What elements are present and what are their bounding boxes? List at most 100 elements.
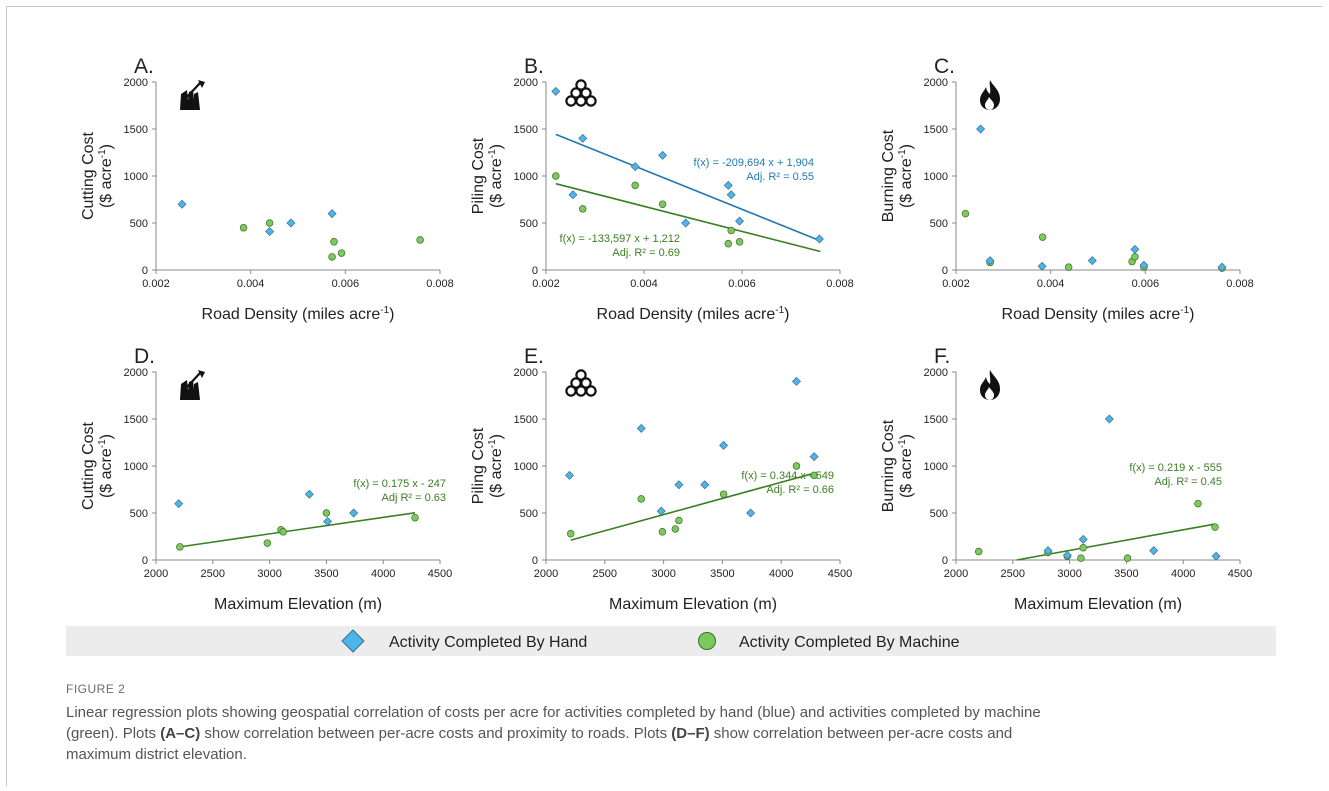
- x-axis-title: Road Density (miles acre-1): [597, 305, 790, 323]
- data-point-machine: [1194, 499, 1202, 508]
- axe-icon: [180, 80, 205, 110]
- panel-letter: D.: [134, 345, 155, 368]
- fit-equation-label: f(x) = 0.219 x - 555: [1129, 462, 1222, 474]
- data-point-machine: [1038, 233, 1047, 241]
- log-pile-icon-part: [565, 385, 577, 397]
- panel-letter: F.: [934, 345, 950, 368]
- axe-icon-part: [180, 90, 189, 110]
- x-tick-label: 2000: [534, 568, 558, 580]
- data-point-machine: [322, 509, 331, 517]
- data-point-hand: [1043, 546, 1053, 556]
- x-axis-title: Road Density (miles acre-1): [1002, 305, 1195, 323]
- legend-machine-item: Activity Completed By Machine: [698, 632, 960, 651]
- log-pile-icon-part: [585, 385, 597, 397]
- data-point-hand: [177, 199, 187, 209]
- log-pile-icon-part: [580, 377, 592, 389]
- axe-icon-part: [198, 80, 205, 88]
- y-axis-title: Piling Cost: [470, 137, 487, 214]
- data-point-hand: [174, 499, 184, 509]
- x-tick-label: 0.002: [142, 278, 170, 290]
- data-point-hand: [985, 256, 995, 266]
- data-point-hand: [630, 162, 640, 172]
- data-point-machine: [578, 205, 587, 213]
- y-axis-title: Piling Cost: [470, 427, 487, 504]
- data-point-hand: [1217, 262, 1227, 272]
- legend-machine-label: Activity Completed By Machine: [739, 634, 960, 651]
- data-point-hand: [809, 452, 819, 462]
- data-point-hand: [578, 133, 588, 143]
- log-pile-icon-part: [575, 79, 587, 91]
- y-tick-label: 1500: [514, 414, 538, 426]
- panel-letter: C.: [934, 55, 955, 78]
- x-tick-label: 2000: [944, 568, 968, 580]
- y-axis-title-units: ($ acre-1): [897, 434, 915, 498]
- data-point-hand: [1211, 551, 1221, 561]
- data-point-machine: [658, 200, 667, 208]
- y-tick-label: 0: [532, 265, 538, 277]
- data-point-hand: [700, 480, 710, 490]
- data-point-machine: [337, 249, 346, 257]
- axe-icon-part: [198, 370, 205, 378]
- data-point-machine: [727, 226, 735, 235]
- figure-caption: Linear regression plots showing geospati…: [66, 702, 1266, 765]
- chart-panel-b: B. 0 500 1000 1500 2000 0.002 0.004 0.006 0.008 Ro…: [470, 55, 854, 323]
- data-point-hand: [327, 209, 337, 219]
- data-point-machine: [675, 516, 683, 525]
- x-tick-label: 4500: [1228, 568, 1252, 580]
- x-tick-label: 0.008: [826, 278, 854, 290]
- fit-equation-label: f(x) = -133,597 x + 1,212: [560, 233, 680, 245]
- x-axis-title: Maximum Elevation (m): [214, 596, 382, 613]
- data-point-machine: [631, 181, 639, 190]
- data-point-machine: [1123, 554, 1132, 562]
- y-axis-title-units: ($ acre-1): [487, 434, 505, 498]
- x-tick-label: 0.004: [630, 278, 658, 290]
- fit-equation-label: f(x) = 0.175 x - 247: [353, 478, 446, 490]
- fire-icon-part: [980, 370, 1000, 400]
- x-tick-label: 4000: [371, 568, 395, 580]
- fit-r2-label: Adj. R² = 0.66: [766, 484, 834, 496]
- chart-panel-c: C. 0 500 1000 1500 2000 0.002 0.004 0.006 0.008 Ro…: [880, 55, 1254, 323]
- caption-line-3: maximum district elevation.: [66, 746, 247, 763]
- data-point-machine: [792, 462, 801, 470]
- y-axis-title-units: ($ acre-1): [97, 144, 115, 208]
- data-point-machine: [735, 238, 744, 246]
- axe-icon-part: [194, 92, 200, 110]
- data-point-machine: [1131, 253, 1139, 261]
- log-pile-icon-part: [580, 87, 592, 99]
- data-point-hand: [719, 440, 729, 450]
- y-tick-label: 0: [142, 265, 148, 277]
- x-tick-label: 0.008: [426, 278, 454, 290]
- y-tick-label: 1500: [924, 414, 948, 426]
- y-tick-label: 1000: [124, 461, 148, 473]
- y-tick-label: 500: [520, 508, 538, 520]
- log-pile-icon-part: [575, 95, 587, 107]
- data-point-machine: [810, 471, 818, 480]
- x-tick-label: 0.002: [532, 278, 560, 290]
- data-point-hand: [976, 124, 986, 134]
- log-pile-icon-part: [575, 369, 587, 381]
- y-tick-label: 1500: [124, 414, 148, 426]
- data-point-machine: [566, 529, 575, 538]
- y-tick-label: 500: [930, 508, 948, 520]
- data-point-machine: [411, 513, 419, 522]
- y-axis-title: Burning Cost: [880, 419, 897, 512]
- caption-ref-a-c: (A–C): [160, 725, 201, 742]
- data-point-machine: [724, 239, 733, 248]
- fire-icon: [980, 370, 1000, 400]
- x-tick-label: 0.004: [237, 278, 265, 290]
- y-tick-label: 500: [520, 218, 538, 230]
- x-tick-label: 2500: [201, 568, 225, 580]
- y-tick-label: 2000: [124, 367, 148, 379]
- panel-letter: E.: [524, 345, 544, 368]
- legend-hand-item: Activity Completed By Hand: [341, 629, 587, 653]
- data-point-hand: [323, 516, 333, 526]
- data-point-hand: [814, 234, 824, 244]
- regression-line-machine: [179, 512, 416, 548]
- figure-label: FIGURE 2: [66, 682, 126, 696]
- data-point-machine: [330, 238, 338, 246]
- data-point-machine: [961, 209, 970, 218]
- caption-line-2-start: (green). Plots: [66, 725, 161, 742]
- y-tick-label: 0: [942, 265, 948, 277]
- data-point-hand: [681, 218, 691, 228]
